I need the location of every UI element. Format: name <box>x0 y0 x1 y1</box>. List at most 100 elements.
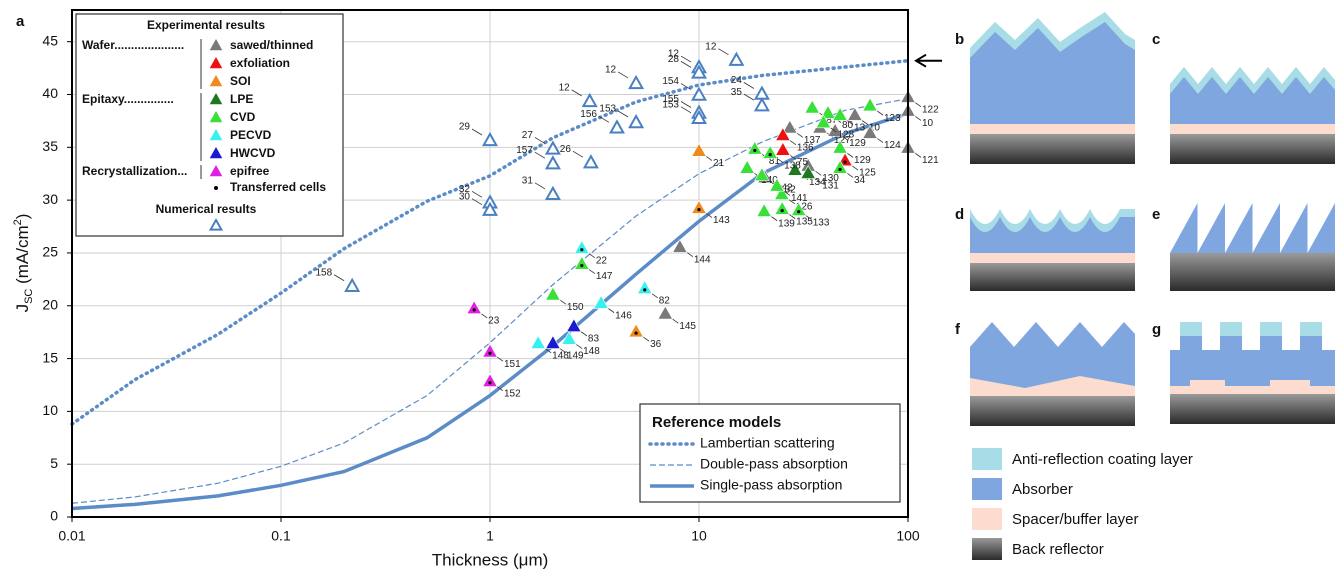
legend-label: Absorber <box>1012 481 1073 498</box>
experimental-point <box>775 141 791 156</box>
y-label-part: 2 <box>12 219 24 225</box>
transferred-dot <box>843 160 847 164</box>
numerical-point <box>628 113 645 129</box>
legend-label: Spacer/buffer layer <box>1012 511 1138 528</box>
legend-label: exfoliation <box>230 56 290 70</box>
experimental-point <box>762 145 778 159</box>
label-leader <box>471 128 483 136</box>
point-label: 31 <box>522 175 534 186</box>
point-label: 131 <box>822 180 839 191</box>
point-label: 140 <box>761 175 778 186</box>
legend-marker <box>209 111 223 123</box>
numerical-point <box>690 64 708 79</box>
plot-frame <box>71 9 909 518</box>
x-tick-label: 1 <box>486 528 494 544</box>
transferred-dot <box>768 153 772 157</box>
legend-swatch <box>972 478 1002 500</box>
model-legend-label: Lambertian scattering <box>700 435 835 451</box>
panel-f <box>970 322 1135 426</box>
point-label: 12 <box>705 41 717 52</box>
experimental-point <box>637 280 653 294</box>
point-label: 147 <box>596 271 613 282</box>
point-label: 127 <box>834 135 851 146</box>
y-tick-label: 30 <box>42 191 58 207</box>
experimental-point <box>815 114 832 129</box>
layer <box>970 396 1135 426</box>
experimental-point <box>774 186 790 200</box>
experimental-point <box>756 203 772 217</box>
legend-label: Back reflector <box>1012 541 1104 558</box>
point-label: 153 <box>599 104 616 115</box>
numerical-point <box>728 51 745 66</box>
experimental-point <box>774 201 790 215</box>
transferred-dot <box>797 210 801 214</box>
legend-marker <box>209 57 223 69</box>
experimental-point <box>482 373 498 387</box>
point-label: 145 <box>679 321 696 332</box>
label-leader <box>680 55 692 63</box>
legend-box <box>75 13 344 237</box>
legend-group: Wafer..................... <box>82 38 184 52</box>
numerical-point <box>481 131 499 147</box>
point-label: 141 <box>791 193 808 204</box>
point-label: 123 <box>884 113 901 124</box>
experimental-point <box>832 159 848 174</box>
transferred-dot <box>634 331 638 335</box>
label-leader <box>333 274 345 282</box>
legend-label: HWCVD <box>230 146 276 160</box>
y-tick-label: 20 <box>42 296 58 312</box>
panel-letter: b <box>955 31 964 48</box>
legend-swatch <box>972 508 1002 530</box>
layer <box>1180 322 1202 336</box>
model-legend-label: Double-pass absorption <box>700 456 848 472</box>
experimental-point <box>782 119 798 134</box>
legend-swatch <box>972 448 1002 470</box>
point-label: 138 <box>784 160 801 171</box>
point-label: 23 <box>488 316 500 327</box>
experimental-point <box>672 239 688 253</box>
experimental-point <box>545 286 561 301</box>
layer <box>970 253 1135 263</box>
point-label: 139 <box>778 218 795 229</box>
label-leader <box>680 61 692 68</box>
point-label: 87 <box>826 115 838 126</box>
legend-group: Epitaxy............... <box>82 92 174 106</box>
experimental-point <box>628 323 644 338</box>
panel-letter: f <box>955 321 961 338</box>
point-label: 28 <box>668 54 680 65</box>
label-leader <box>471 198 483 206</box>
layer <box>1300 322 1322 336</box>
point-label: 125 <box>859 168 876 179</box>
point-label: 12 <box>559 83 571 94</box>
legend-marker <box>209 75 223 87</box>
experimental-point <box>832 107 848 121</box>
legend-label: Numerical results <box>156 202 257 216</box>
model-line <box>70 58 910 426</box>
legend-marker <box>214 186 218 190</box>
layer <box>1170 253 1335 291</box>
point-label: 30 <box>459 191 471 202</box>
point-label: 132 <box>779 185 796 196</box>
point-label: 24 <box>731 75 743 86</box>
numerical-point <box>582 154 599 169</box>
legend-label: CVD <box>230 110 256 124</box>
point-label: 80 <box>842 120 854 131</box>
point-label: 27 <box>522 130 534 141</box>
label-leader <box>680 101 692 108</box>
point-label: 136 <box>797 142 814 153</box>
point-label: 36 <box>650 339 662 350</box>
y-axis-label: JSC (mA/cm2) <box>12 214 35 313</box>
legend-label: LPE <box>230 92 253 106</box>
point-label: 157 <box>516 145 533 156</box>
numerical-point <box>690 109 708 124</box>
layer <box>1220 322 1242 336</box>
legend-title: Experimental results <box>147 18 265 32</box>
point-label: 10 <box>869 122 881 133</box>
x-tick-label: 0.1 <box>271 528 291 544</box>
experimental-point <box>739 159 755 174</box>
legend-marker <box>209 165 223 177</box>
point-label: 35 <box>731 87 743 98</box>
numerical-point <box>544 185 561 201</box>
